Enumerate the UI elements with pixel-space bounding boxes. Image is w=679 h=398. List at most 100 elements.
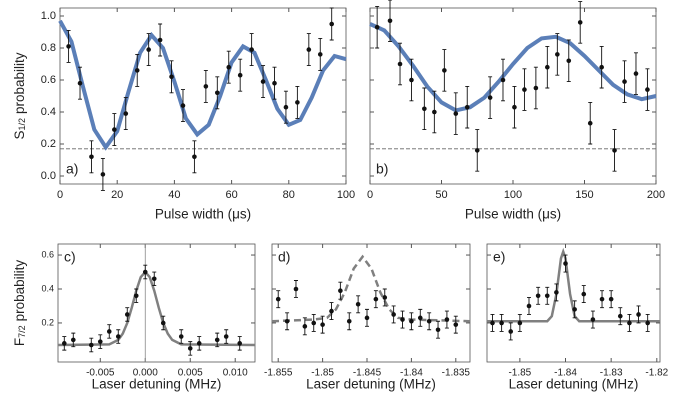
data-point bbox=[453, 111, 459, 116]
data-point bbox=[329, 21, 335, 27]
data-point bbox=[426, 318, 432, 324]
x-tick-label: -1.85 bbox=[508, 368, 531, 379]
data-point bbox=[275, 296, 281, 302]
x-tick-label: 0.000 bbox=[133, 368, 158, 379]
data-point bbox=[237, 341, 243, 346]
x-tick-label: 150 bbox=[575, 189, 593, 201]
data-point bbox=[566, 58, 572, 64]
x-axis-label: Laser detuning (MHz) bbox=[306, 377, 436, 392]
data-point bbox=[66, 44, 71, 49]
data-point bbox=[123, 111, 129, 116]
data-point bbox=[400, 317, 405, 322]
x-tick-label: -1.835 bbox=[442, 368, 471, 379]
data-point bbox=[590, 317, 596, 322]
x-tick-label: -1.84 bbox=[554, 368, 577, 379]
data-point bbox=[124, 312, 130, 317]
data-point bbox=[187, 346, 193, 351]
panel: -1.855 -1.85 -1.845 -1.84 -1.835 d) Laser detu… bbox=[264, 243, 471, 392]
panel-label: c) bbox=[64, 249, 76, 265]
data-point bbox=[533, 85, 539, 91]
x-tick-label: -0.005 bbox=[86, 368, 115, 379]
data-point bbox=[97, 339, 103, 344]
data-point bbox=[293, 286, 299, 292]
data-point bbox=[612, 148, 617, 153]
data-point bbox=[329, 308, 334, 314]
data-point bbox=[417, 315, 423, 321]
data-point bbox=[70, 337, 76, 343]
data-point bbox=[214, 337, 220, 343]
x-tick-label: -1.855 bbox=[264, 368, 293, 379]
data-point bbox=[599, 64, 604, 70]
y-axis-label: F7/2 probability bbox=[12, 260, 28, 347]
data-point bbox=[587, 120, 593, 126]
x-tick-label: 100 bbox=[504, 189, 522, 201]
data-point bbox=[617, 313, 623, 319]
data-point bbox=[627, 320, 632, 326]
data-point bbox=[490, 320, 495, 326]
data-point bbox=[387, 18, 393, 24]
x-tick-label: 0 bbox=[367, 189, 373, 201]
data-point bbox=[115, 334, 121, 339]
data-point bbox=[373, 296, 379, 302]
fit-curve bbox=[57, 270, 256, 347]
y-tick-label: 0.0 bbox=[41, 170, 56, 182]
data-point bbox=[535, 293, 541, 299]
y-axis-label-rest: probability bbox=[12, 52, 27, 114]
data-point bbox=[311, 320, 317, 326]
data-point bbox=[89, 154, 94, 160]
x-tick-label: -1.85 bbox=[311, 368, 334, 379]
data-point bbox=[142, 269, 148, 275]
data-point bbox=[223, 334, 229, 339]
data-point bbox=[374, 24, 380, 30]
data-point bbox=[151, 276, 157, 282]
x-tick-label: 100 bbox=[337, 189, 355, 201]
data-point bbox=[577, 20, 583, 25]
data-point bbox=[355, 301, 361, 307]
x-tick-label: 0.005 bbox=[178, 368, 203, 379]
panel-label: b) bbox=[376, 161, 388, 177]
data-point bbox=[608, 296, 614, 302]
data-point bbox=[554, 290, 559, 295]
y-tick-label: 0.6 bbox=[41, 74, 56, 86]
y-axis-label-rest: probability bbox=[12, 260, 27, 322]
x-tick-label: -1.84 bbox=[400, 368, 423, 379]
y-axis-label-main: S bbox=[12, 131, 27, 140]
panel: -1.85 -1.84 -1.83 -1.82 e) Laser detuning (MH… bbox=[486, 243, 669, 392]
data-point bbox=[112, 127, 117, 132]
data-point bbox=[526, 303, 532, 309]
plot-frame bbox=[271, 243, 471, 363]
data-point bbox=[226, 64, 232, 70]
data-point bbox=[317, 52, 323, 57]
data-point bbox=[409, 77, 414, 83]
x-axis-label: Laser detuning (MHz) bbox=[92, 377, 222, 392]
panel: 0 50 100 150 200 b) Pulse width (μs) bbox=[367, 0, 665, 222]
panel: 0 20 40 60 80 100 0.0 0.2 0.4 0.6 0.8 1.0 a) Pulse wi… bbox=[12, 7, 355, 222]
y-tick-label: 0.8 bbox=[41, 42, 56, 54]
data-point bbox=[272, 80, 277, 86]
y-tick-label: 0.6 bbox=[41, 249, 54, 259]
data-point bbox=[382, 295, 388, 300]
data-point bbox=[555, 52, 560, 57]
data-point bbox=[544, 293, 550, 299]
data-point bbox=[444, 317, 450, 322]
data-point bbox=[106, 329, 112, 334]
x-axis-label: Pulse width (μs) bbox=[465, 207, 561, 222]
data-point bbox=[499, 320, 504, 326]
x-tick-label: 200 bbox=[647, 189, 665, 201]
data-point bbox=[422, 106, 427, 112]
y-axis-label: S1/2 probability bbox=[12, 52, 28, 139]
x-tick-label: 60 bbox=[225, 189, 237, 201]
y-tick-label: 1.0 bbox=[41, 10, 56, 22]
data-point bbox=[146, 47, 151, 52]
data-point bbox=[215, 90, 220, 96]
x-axis-label: Pulse width (μs) bbox=[155, 207, 251, 222]
data-point bbox=[77, 80, 83, 86]
y-tick-label: 0.2 bbox=[41, 317, 54, 327]
plot-frame bbox=[57, 243, 256, 363]
panel-label: e) bbox=[493, 249, 505, 265]
data-point bbox=[522, 87, 527, 92]
fit-curve bbox=[369, 22, 657, 113]
x-tick-label: 80 bbox=[283, 189, 295, 201]
data-point bbox=[260, 79, 266, 84]
data-point bbox=[237, 72, 243, 78]
